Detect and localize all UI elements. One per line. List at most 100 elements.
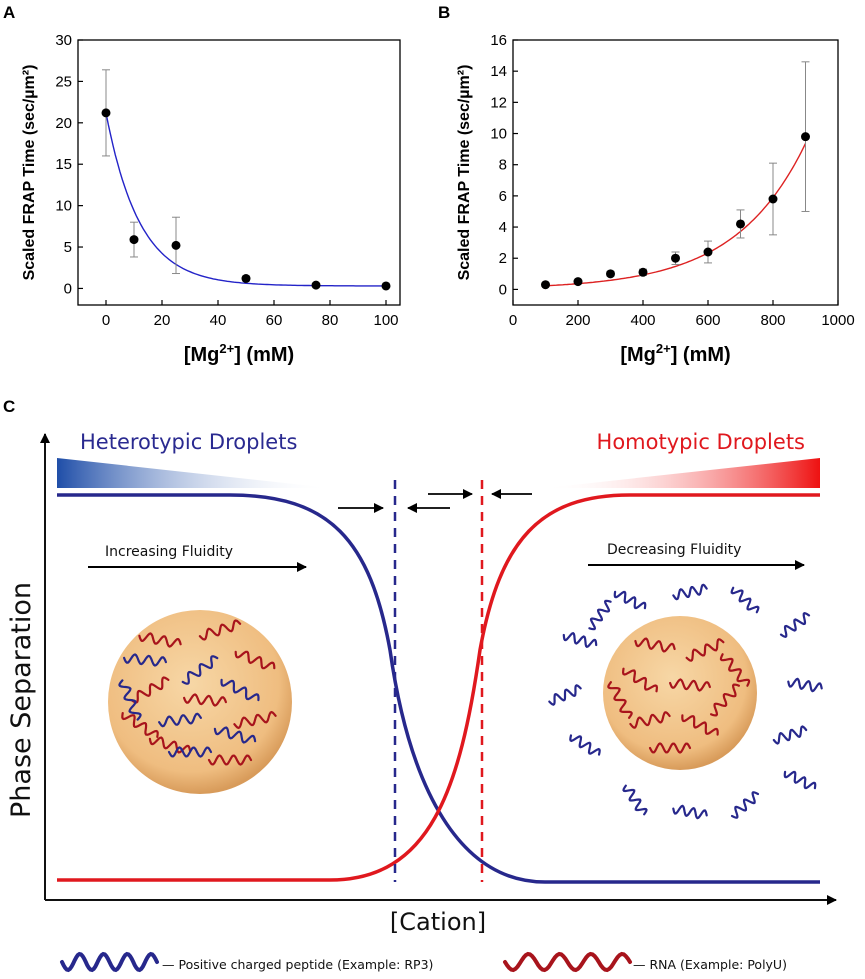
y-tick-label: 30: [55, 32, 72, 49]
rna-molecule: [234, 650, 276, 670]
y-tick-label: 0: [64, 280, 72, 297]
peptide-molecule: [622, 784, 648, 816]
y-tick-label: 20: [55, 115, 72, 132]
rna-molecule: [233, 710, 277, 730]
homotypic-gradient-wedge: [545, 458, 820, 488]
y-tick-label: 5: [64, 239, 72, 256]
heterotypic-curve: [57, 493, 820, 884]
homotypic-title: Homotypic Droplets: [597, 430, 805, 454]
rna-molecule: [607, 681, 633, 719]
panel-b-label: B: [438, 3, 450, 22]
x-tick-label: 20: [154, 312, 171, 329]
peptide-molecule: [588, 599, 612, 631]
peptide-molecule: [672, 804, 708, 820]
x-tick-label: 80: [322, 312, 339, 329]
chart-b: 0 2 4 6 8 10 12 14 16 0 200 400 600 800 1000 [Mg2+] (mM…: [456, 32, 855, 366]
rna-molecule: [681, 714, 719, 736]
data-point: [671, 253, 680, 263]
schematic-y-label: Phase Separation: [6, 582, 37, 818]
x-tick-label: 40: [210, 312, 227, 329]
data-point: [381, 281, 391, 291]
fit-curve: [105, 112, 386, 287]
peptides-outside-droplet: [548, 583, 823, 820]
x-tick-label: 60: [266, 312, 283, 329]
peptide-molecule: [220, 678, 260, 702]
x-axis-title: [Mg2+] (mM): [184, 341, 294, 366]
data-point: [768, 194, 778, 204]
rna-molecule: [207, 754, 253, 766]
heterotypic-droplet-contents: [118, 619, 277, 766]
panel-c-label: C: [3, 397, 15, 416]
homotypic-droplet-contents: [607, 637, 751, 754]
data-point: [736, 219, 745, 229]
homotypic-curve: [57, 493, 820, 882]
rna-legend-label: — RNA (Example: PolyU): [633, 957, 787, 972]
heterotypic-title: Heterotypic Droplets: [80, 430, 297, 454]
legend: — Positive charged peptide (Example: RP3…: [60, 951, 787, 973]
x-tick-label: 0: [509, 312, 517, 329]
rna-molecule: [685, 638, 725, 662]
plot-frame: [512, 39, 839, 306]
y-tick-label: 10: [490, 126, 507, 143]
y-tick-label: 16: [490, 32, 507, 49]
peptide-molecule: [730, 791, 760, 819]
plot-frame: [77, 39, 401, 306]
data-point: [573, 277, 583, 287]
fit-curve: [545, 143, 807, 287]
data-point: [606, 269, 615, 279]
x-tick-label: 400: [630, 312, 655, 329]
increasing-fluidity-label: Increasing Fluidity: [105, 544, 233, 560]
data-point: [241, 274, 251, 283]
data-point: [101, 108, 111, 118]
data-point: [541, 280, 550, 290]
peptide-molecule: [730, 586, 760, 614]
rna-legend-glyph: [503, 951, 632, 973]
y-axis-title: Scaled FRAP Time (sec/µm²): [21, 65, 38, 281]
y-axis-title: Scaled FRAP Time (sec/µm²): [456, 65, 473, 281]
peptide-molecule: [158, 712, 202, 728]
rna-molecule: [648, 742, 692, 754]
peptide-molecule: [672, 583, 708, 601]
y-tick-label: 12: [490, 94, 507, 111]
y-tick-label: 10: [55, 198, 72, 215]
peptide-molecule: [123, 653, 167, 667]
peptide-legend-label: — Positive charged peptide (Example: RP3…: [162, 957, 433, 972]
x-tick-label: 800: [760, 312, 785, 329]
rna-molecule: [121, 712, 159, 738]
chart-a: 0 5 10 15 20 25 30 0 20 40 60 80 100 [Mg2+] (mM) Scale…: [21, 32, 401, 366]
rna-molecule: [621, 667, 659, 693]
panel-c: C Phase Separation [Cation] Heterotypic …: [3, 397, 837, 973]
schematic-x-label: [Cation]: [390, 908, 486, 936]
x-tick-label: 1000: [821, 312, 854, 329]
y-tick-label: 6: [499, 188, 507, 205]
peptide-molecule: [772, 725, 808, 745]
heterotypic-gradient-wedge: [57, 458, 330, 488]
y-tick-label: 8: [499, 157, 507, 174]
peptide-molecule: [118, 679, 142, 721]
y-tick-label: 25: [55, 73, 72, 90]
data-point: [801, 132, 810, 142]
y-tick-label: 0: [499, 281, 507, 298]
peptide-molecule: [562, 631, 598, 649]
panel-a-label: A: [3, 3, 15, 22]
y-tick-label: 2: [499, 250, 507, 267]
peptide-molecule: [787, 677, 823, 693]
panel-a: A 0 5 10 15 20 25 30 0 20 40 60 80 100 [Mg2+] (mM) Sca…: [3, 3, 401, 366]
data-point: [638, 267, 648, 277]
data-point: [171, 240, 181, 250]
peptide-legend-glyph: [60, 951, 159, 973]
data-point: [311, 280, 321, 290]
rna-molecule: [719, 653, 751, 687]
peptide-molecule: [167, 746, 213, 758]
rna-molecule: [710, 683, 740, 717]
rna-molecule: [669, 678, 711, 692]
peptide-molecule: [569, 734, 601, 756]
rna-molecule: [198, 619, 242, 641]
data-point: [129, 235, 139, 245]
x-tick-label: 200: [565, 312, 590, 329]
x-axis-title: [Mg2+] (mM): [620, 341, 730, 366]
y-tick-label: 15: [55, 156, 72, 173]
x-tick-label: 600: [695, 312, 720, 329]
y-tick-label: 14: [490, 63, 507, 80]
